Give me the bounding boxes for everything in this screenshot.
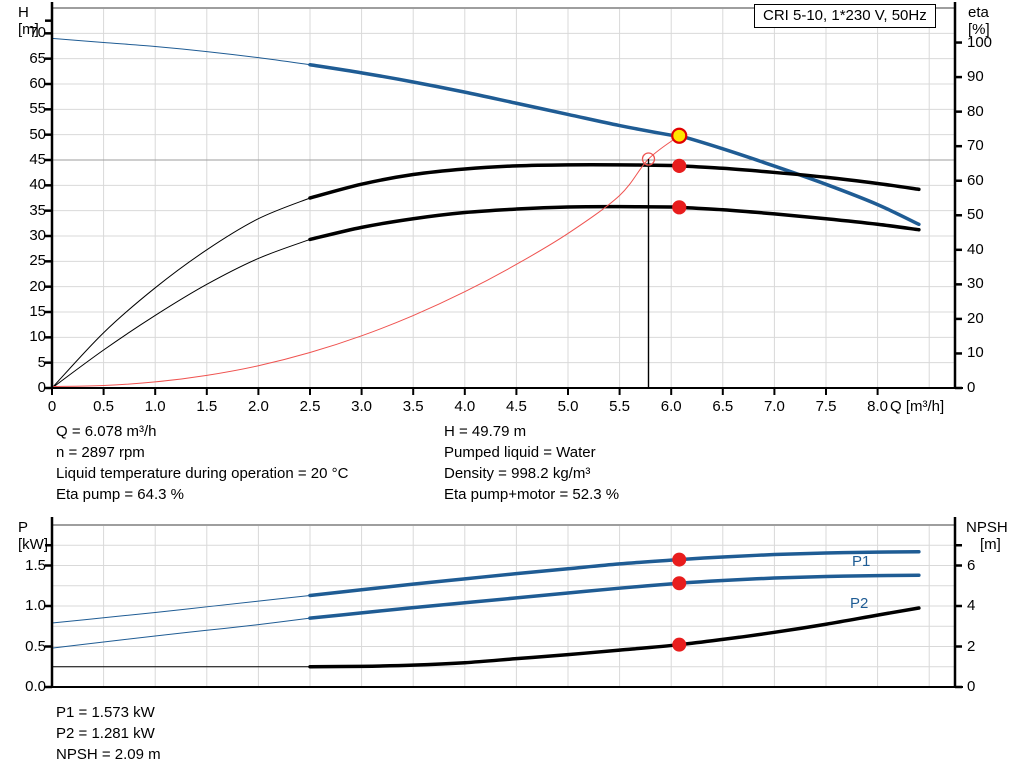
- curve: [51, 197, 311, 389]
- top-right-tick: 10: [967, 344, 984, 362]
- curve: [308, 63, 921, 227]
- info-p2: P2 = 1.281 kW: [56, 725, 155, 742]
- top-x-tick: 3.0: [351, 398, 373, 415]
- info-pumped-liquid: Pumped liquid = Water: [444, 444, 596, 461]
- top-x-tick: 1.0: [144, 398, 166, 415]
- bottom-right-axis-title: NPSH [m]: [966, 519, 1008, 553]
- bottom-right-tick: 2: [967, 637, 976, 655]
- curve: [308, 549, 921, 598]
- bottom-left-tick: 1.0: [25, 597, 46, 614]
- info-h: H = 49.79 m: [444, 423, 527, 440]
- top-left-tick: 5: [37, 353, 46, 371]
- top-x-tick: 3.5: [402, 398, 424, 415]
- top-x-tick: 5.0: [557, 398, 579, 415]
- info-liquid-temperature: Liquid temperature during operation = 20…: [56, 465, 349, 482]
- top-x-tick: 6.0: [660, 398, 682, 415]
- npsh-duty-point: [672, 637, 687, 652]
- info-p1: P1 = 1.573 kW: [56, 704, 155, 721]
- top-right-tick: 60: [967, 171, 984, 189]
- top-x-tick: 5.5: [609, 398, 631, 415]
- chart-title-box: CRI 5-10, 1*230 V, 50Hz: [754, 4, 936, 28]
- curve: [51, 617, 311, 649]
- bottom-left-tick: 0.0: [25, 678, 46, 695]
- top-left-tick: 0: [37, 379, 46, 396]
- system-curve-point: [641, 152, 656, 166]
- top-right-axis-title: eta [%]: [968, 4, 990, 38]
- curve: [51, 37, 311, 66]
- top-left-tick: 60: [29, 75, 46, 92]
- top-x-axis-title: Q [m³/h]: [890, 398, 945, 415]
- top-left-tick: 45: [29, 151, 46, 168]
- top-left-tick: 30: [29, 227, 46, 244]
- info-eta-pump: Eta pump = 64.3 %: [56, 486, 184, 503]
- top-x-tick: 8.0: [867, 398, 889, 415]
- top-x-tick: 4.5: [505, 398, 527, 415]
- info-npsh: NPSH = 2.09 m: [56, 746, 161, 763]
- curve: [308, 162, 921, 200]
- top-right-tick: 80: [967, 102, 984, 120]
- top-right-tick: 20: [967, 309, 984, 327]
- top-left-tick: 20: [29, 277, 46, 295]
- top-left-tick: 15: [29, 303, 46, 320]
- top-x-tick: 2.5: [299, 398, 321, 415]
- top-right-tick: 30: [967, 275, 984, 293]
- p2-curve-label: P2: [850, 595, 869, 612]
- top-left-tick: 25: [29, 252, 46, 270]
- top-right-tick: 90: [967, 68, 984, 86]
- top-x-tick: 7.5: [815, 398, 837, 415]
- top-left-tick: 55: [29, 100, 46, 118]
- top-x-tick: 4.0: [454, 398, 476, 415]
- curve: [51, 135, 680, 387]
- top-right-tick: 50: [967, 206, 984, 224]
- top-right-tick: 0: [967, 379, 976, 396]
- curve: [51, 594, 311, 624]
- p1-duty-point: [672, 552, 687, 567]
- curve: [308, 573, 921, 620]
- bottom-left-tick: 1.5: [25, 556, 46, 574]
- top-left-axis-title: H [m]: [18, 4, 39, 38]
- bottom-left-tick: 0.5: [25, 637, 46, 655]
- top-left-tick: 65: [29, 49, 46, 67]
- info-density: Density = 998.2 kg/m³: [444, 465, 591, 482]
- top-right-tick: 40: [967, 240, 984, 258]
- top-left-tick: 50: [29, 125, 46, 143]
- info-eta-pump-motor: Eta pump+motor = 52.3 %: [444, 486, 620, 503]
- p2-duty-point: [672, 576, 687, 591]
- top-x-tick: 0.5: [93, 398, 115, 415]
- info-speed: n = 2897 rpm: [56, 444, 145, 461]
- info-q: Q = 6.078 m³/h: [56, 423, 157, 440]
- curve: [51, 238, 311, 389]
- top-right-tick: 70: [967, 137, 984, 155]
- p1-curve-label: P1: [852, 553, 871, 570]
- top-left-tick: 40: [29, 176, 46, 194]
- top-left-tick: 35: [29, 201, 46, 219]
- eta-pump-point: [672, 158, 687, 173]
- curve: [308, 204, 921, 242]
- top-x-tick: 1.5: [196, 398, 218, 415]
- top-x-tick: 0: [47, 398, 57, 415]
- top-left-tick: 70: [29, 24, 46, 42]
- top-x-tick: 7.0: [763, 398, 785, 415]
- top-x-tick: 6.5: [712, 398, 734, 415]
- top-x-tick: 2.0: [247, 398, 269, 415]
- bottom-right-tick: 6: [967, 556, 976, 574]
- top-left-tick: 10: [29, 328, 46, 346]
- curve: [308, 606, 921, 669]
- bottom-right-tick: 0: [967, 678, 976, 695]
- eta-pump-motor-point: [672, 200, 687, 215]
- duty-point: [671, 127, 688, 144]
- top-chart-plot: [44, 2, 963, 395]
- top-right-tick: 100: [967, 33, 993, 51]
- bottom-right-tick: 4: [967, 597, 976, 614]
- bottom-left-axis-title: P [kW]: [18, 519, 48, 553]
- bottom-chart-plot: [44, 517, 963, 689]
